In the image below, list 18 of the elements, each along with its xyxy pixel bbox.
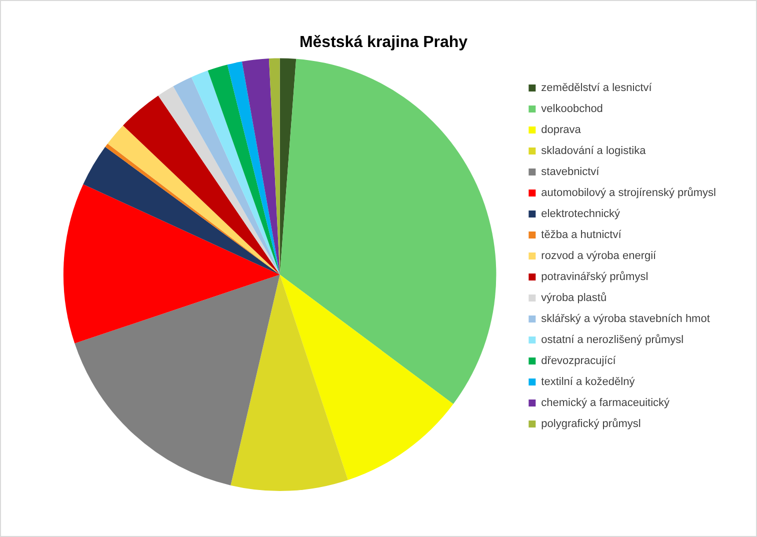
legend-label: zemědělství a lesnictví [541, 82, 653, 94]
legend-label: doprava [541, 124, 582, 136]
legend-label: stavebnictví [541, 166, 600, 178]
legend-label: výroba plastů [541, 292, 607, 304]
legend-label: automobilový a strojírenský průmysl [541, 187, 716, 200]
legend-label: elektrotechnický [541, 208, 621, 220]
legend-label: chemický a farmaceuitický [541, 397, 670, 410]
legend-label: velkoobchod [541, 103, 603, 116]
legend-label: dřevozpracující [541, 355, 617, 368]
legend-label: rozvod a výroba energií [541, 250, 658, 262]
legend-label: ostatní a nerozlišený průmysl [541, 334, 684, 346]
legend-label: polygrafický průmysl [541, 418, 641, 430]
legend-label: textilní a kožedělný [541, 376, 636, 388]
legend-label: potravinářský průmysl [541, 271, 648, 284]
chart-title: Městská krajina Prahy [299, 34, 468, 52]
legend-label: těžba a hutnictví [541, 229, 622, 242]
legend-label: sklářský a výroba stavebních hmot [541, 313, 710, 326]
legend-label: skladování a logistika [541, 145, 647, 158]
